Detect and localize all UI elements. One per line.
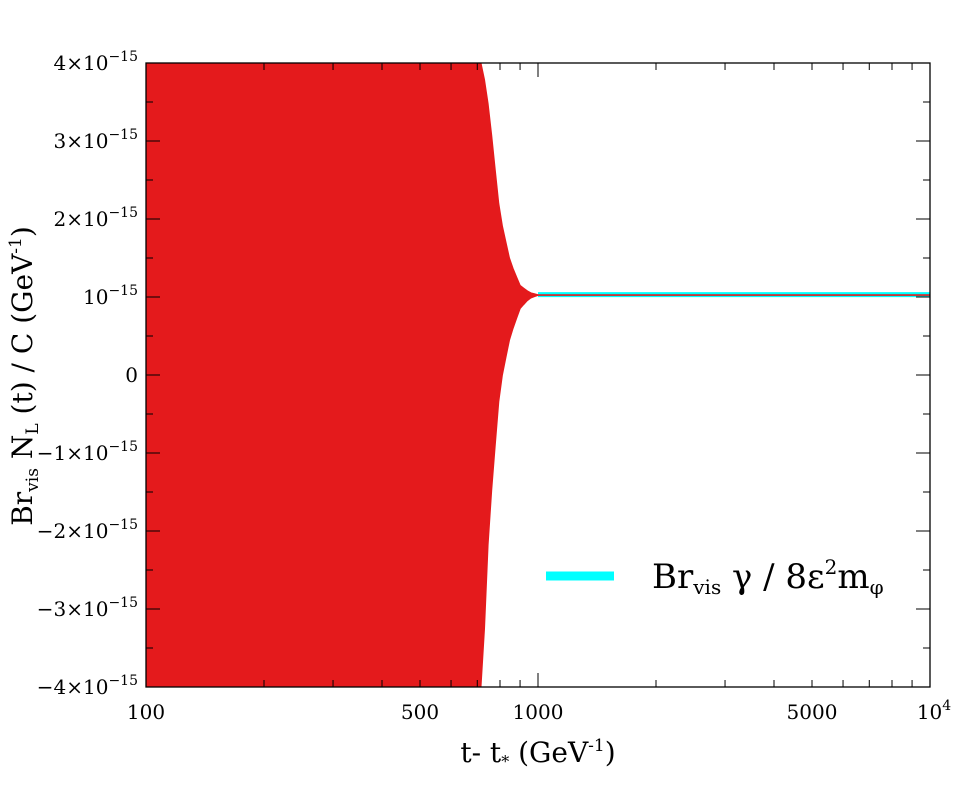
x-tick-label: 500 — [401, 700, 439, 724]
y-tick-label: −3×10−15 — [37, 595, 138, 621]
x-tick-label: 104 — [917, 698, 951, 724]
y-axis-title: Brvis NL (t) / C (GeV-1) — [6, 226, 43, 526]
axis-ticks — [146, 62, 930, 688]
y-tick-label: −2×10−15 — [37, 517, 138, 543]
x-tick-label: 5000 — [787, 700, 838, 724]
legend: Brvis γ / 8ε2mφ — [546, 555, 884, 599]
y-tick-label: 3×10−15 — [54, 127, 138, 153]
y-tick-label: 10−15 — [83, 283, 138, 309]
y-tick-label: 2×10−15 — [54, 205, 138, 231]
plot-area — [146, 63, 930, 687]
x-axis-title: t- t* (GeV-1) — [460, 736, 615, 771]
x-tick-label: 1000 — [513, 700, 564, 724]
legend-label: Brvis γ / 8ε2mφ — [652, 555, 884, 599]
y-tick-label: 4×10−15 — [54, 49, 138, 75]
tick-labels: 4×10−15 3×10−15 2×10−15 10−15 0 −1×10−15 −2×10… — [37, 49, 952, 724]
y-tick-label: −1×10−15 — [37, 439, 138, 465]
red-oscillation-band — [146, 63, 930, 687]
y-tick-label: −4×10−15 — [37, 673, 138, 699]
x-tick-label: 100 — [127, 700, 165, 724]
y-tick-label: 0 — [125, 363, 138, 387]
